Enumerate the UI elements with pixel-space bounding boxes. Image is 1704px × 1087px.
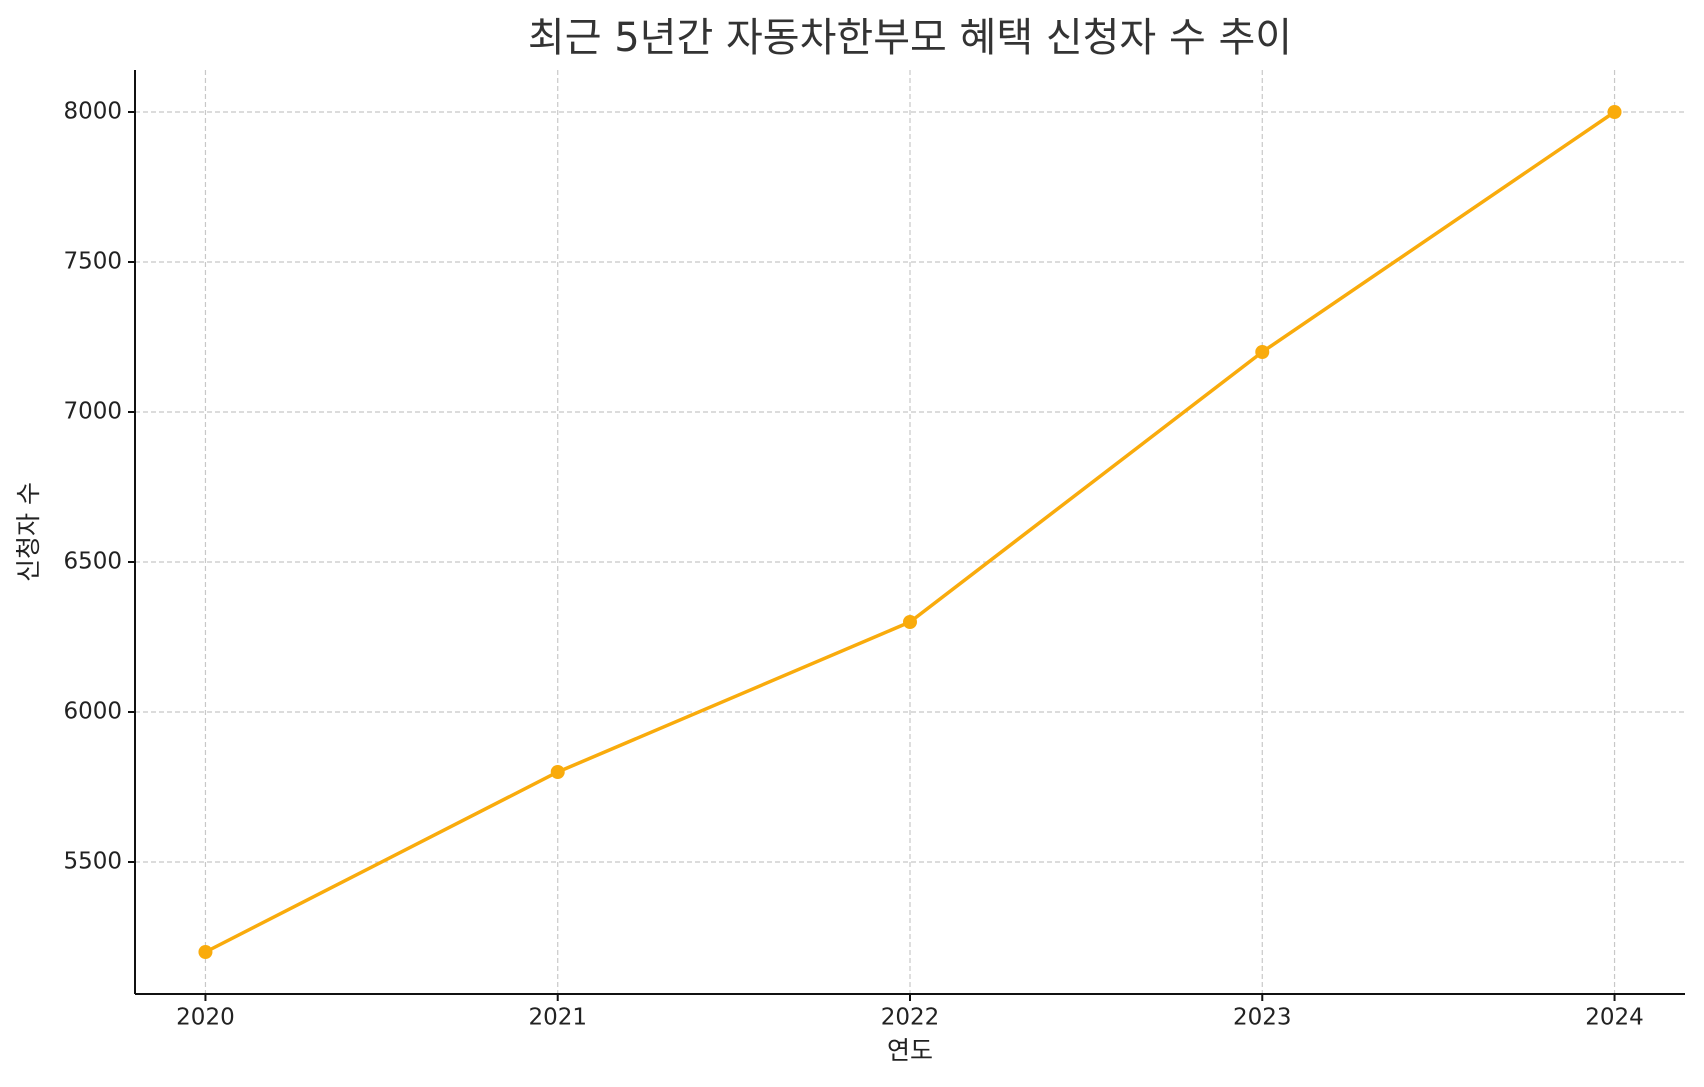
y-tick-label: 5500 xyxy=(63,849,122,875)
point xyxy=(550,765,565,779)
x-tick-label: 2022 xyxy=(881,1005,940,1031)
x-axis-label: 연도 xyxy=(887,1036,933,1065)
chart-title: 최근 5년간 자동차한부모 혜택 신청자 수 추이 xyxy=(528,15,1292,61)
x-tick-label: 2020 xyxy=(176,1005,235,1031)
y-axis-label: 신청자 수 xyxy=(14,482,43,582)
point xyxy=(198,945,213,959)
point xyxy=(903,615,917,629)
x-tick-label: 2024 xyxy=(1585,1005,1644,1031)
y-tick-label: 7000 xyxy=(63,399,122,425)
y-tick-label: 6500 xyxy=(63,549,122,575)
y-tick-label: 8000 xyxy=(63,99,122,125)
y-tick-label: 7500 xyxy=(63,249,122,275)
y-tick-label: 6000 xyxy=(63,699,122,725)
x-tick-label: 2021 xyxy=(528,1005,587,1031)
x-tick-label: 2023 xyxy=(1233,1005,1292,1031)
point xyxy=(1607,105,1622,119)
point xyxy=(1255,345,1270,359)
